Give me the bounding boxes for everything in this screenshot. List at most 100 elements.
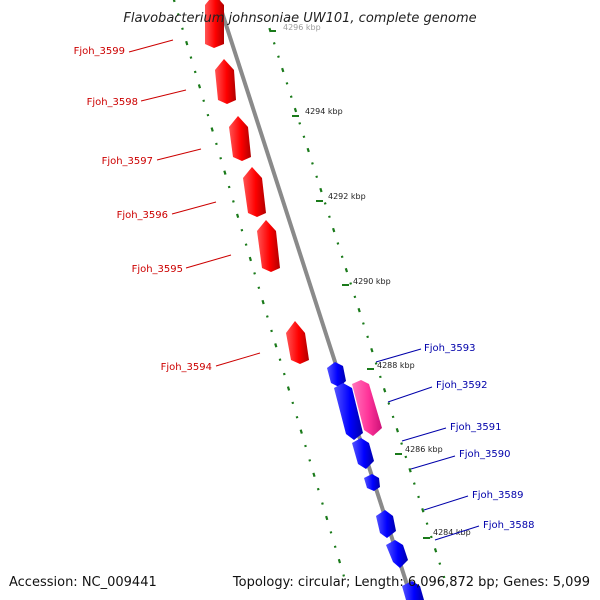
tick-label-4288: 4288 kbp	[377, 361, 415, 370]
gc-right-dash	[425, 522, 429, 525]
leader-line-fjoh-3589	[423, 495, 469, 511]
gene-label-fjoh-3598[interactable]: Fjoh_3598	[87, 97, 138, 108]
gene-fjoh-3588-arrow[interactable]	[386, 540, 408, 568]
gc-right-dash	[315, 175, 319, 179]
gc-right-dash	[417, 495, 420, 499]
gene-fjoh-3598-arrow[interactable]	[215, 59, 236, 104]
gc-left-dash	[282, 372, 286, 376]
gc-right-dash	[285, 82, 289, 85]
reverse-gene-labels: Fjoh_3599 Fjoh_3598 Fjoh_3597 Fjoh_3596 …	[74, 39, 261, 373]
gene-fjoh-3589-arrow[interactable]	[376, 510, 396, 538]
gene-label-fjoh-3590[interactable]: Fjoh_3590	[459, 449, 510, 460]
tick-label-4296: 4296 kbp	[283, 23, 321, 32]
gc-right-dash	[349, 282, 353, 285]
gc-right-dash	[319, 187, 323, 193]
gene-fjoh-3596-arrow[interactable]	[243, 167, 266, 217]
gc-left-dash	[325, 515, 329, 521]
gc-right-dash	[328, 215, 331, 219]
gc-right-dash	[374, 362, 378, 365]
tick-label-4290: 4290 kbp	[353, 277, 391, 286]
gene-label-fjoh-3589[interactable]: Fjoh_3589	[472, 490, 523, 501]
gene-fjoh-3594-arrow[interactable]	[286, 321, 309, 364]
leader-line-fjoh-3591	[401, 427, 447, 442]
gc-right-dash	[387, 402, 391, 405]
gc-right-dash	[395, 427, 400, 433]
gc-right-dash	[281, 67, 285, 73]
gc-content-track-right	[268, 27, 446, 579]
gene-label-fjoh-3597[interactable]: Fjoh_3597	[102, 156, 153, 167]
gene-partial-bottom[interactable]	[402, 581, 424, 600]
gene-fjoh-3593-arrow[interactable]	[327, 362, 346, 387]
gc-right-dash	[344, 267, 349, 273]
gene-label-fjoh-3592[interactable]: Fjoh_3592	[436, 380, 487, 391]
gene-label-fjoh-3594[interactable]: Fjoh_3594	[161, 362, 212, 373]
leader-line-fjoh-3597	[156, 148, 202, 161]
gc-left-dash	[223, 170, 227, 175]
gc-right-dash	[408, 468, 412, 473]
kbp-scale: 4296 kbp 4294 kbp 4292 kbp 4290 kbp 4288…	[270, 23, 471, 539]
gc-right-dash	[382, 387, 387, 393]
gc-right-dash	[412, 482, 416, 485]
leader-line-fjoh-3590	[410, 455, 456, 470]
gc-left-dash	[193, 70, 197, 74]
gc-left-dash	[270, 329, 273, 333]
gc-left-dash	[202, 99, 206, 102]
gc-left-dash	[232, 200, 235, 203]
gc-left-dash	[312, 472, 316, 478]
gc-left-dash	[181, 27, 184, 31]
gc-right-dash	[370, 347, 374, 353]
gc-right-dash	[323, 202, 327, 205]
accession-text: Accession: NC_009441	[9, 575, 157, 590]
gene-fjoh-3592-arrow[interactable]	[334, 383, 363, 440]
tick-label-4286: 4286 kbp	[405, 445, 443, 454]
gene-label-fjoh-3588[interactable]: Fjoh_3588	[483, 520, 534, 531]
leader-line-fjoh-3595	[185, 254, 232, 269]
gene-fjoh-3599-arrow[interactable]	[205, 0, 224, 48]
gc-right-dash	[429, 535, 433, 539]
gc-left-dash	[248, 256, 252, 262]
gene-label-fjoh-3596[interactable]: Fjoh_3596	[117, 210, 168, 221]
gc-left-dash	[257, 286, 261, 290]
gc-right-dash	[302, 135, 306, 139]
gc-right-dash	[311, 162, 314, 165]
gc-left-dash	[185, 40, 189, 46]
gc-right-dash	[362, 322, 365, 325]
leader-line-fjoh-3598	[140, 89, 187, 102]
gc-right-dash	[357, 307, 361, 313]
gc-left-dash	[286, 386, 291, 391]
gene-fjoh-3590-arrow[interactable]	[364, 474, 380, 491]
rna-feature-arrow[interactable]	[352, 380, 382, 436]
gene-fjoh-3595-arrow[interactable]	[257, 220, 280, 272]
map-title: Flavobacterium johnsoniae UW101, complet…	[123, 11, 476, 26]
gene-label-fjoh-3595[interactable]: Fjoh_3595	[132, 264, 183, 275]
gc-left-dash	[333, 545, 337, 549]
gc-left-dash	[265, 315, 269, 318]
tick-label-4292: 4292 kbp	[328, 192, 366, 201]
gc-left-dash	[244, 243, 248, 246]
gene-label-fjoh-3591[interactable]: Fjoh_3591	[450, 422, 501, 433]
gc-left-dash	[210, 127, 214, 132]
forward-strand-genes	[327, 362, 424, 600]
gc-left-dash	[299, 429, 303, 434]
leader-line-fjoh-3594	[215, 352, 261, 367]
leader-line-fjoh-3599	[128, 39, 174, 53]
gc-right-dash	[442, 575, 446, 579]
gc-left-dash	[236, 213, 240, 219]
gc-left-dash	[227, 185, 231, 189]
gc-right-dash	[391, 415, 395, 419]
gc-left-dash	[304, 444, 307, 448]
leader-line-fjoh-3596	[171, 201, 217, 215]
gene-fjoh-3597-arrow[interactable]	[229, 116, 251, 161]
gene-label-fjoh-3599[interactable]: Fjoh_3599	[74, 46, 125, 57]
gc-skew-track-left	[172, 0, 346, 577]
gc-left-dash	[274, 343, 278, 348]
gene-label-fjoh-3593[interactable]: Fjoh_3593	[424, 343, 475, 354]
gc-right-dash	[421, 508, 425, 513]
gc-left-dash	[295, 415, 299, 419]
gc-right-dash	[332, 227, 336, 233]
gc-right-dash	[298, 122, 302, 125]
gc-left-dash	[329, 531, 333, 534]
gene-fjoh-3591-arrow[interactable]	[352, 438, 374, 469]
gc-left-dash	[197, 84, 202, 89]
